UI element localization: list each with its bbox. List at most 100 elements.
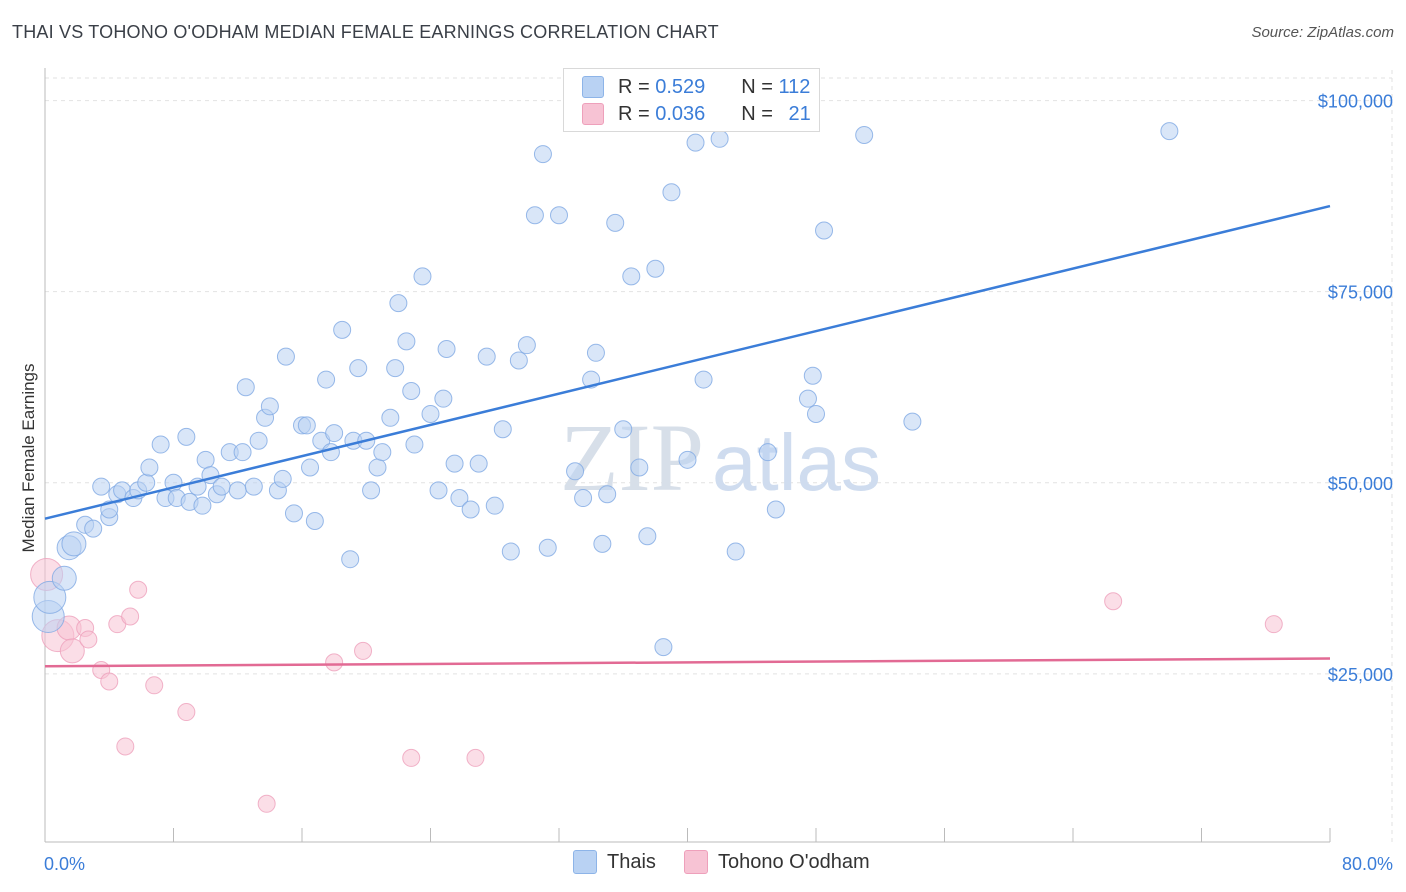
tohono-point <box>1264 615 1283 634</box>
stats-legend: R = 0.529 N = 112 R = 0.036 N = 21 <box>563 68 820 132</box>
tohono-trend-line <box>44 657 1331 668</box>
legend-r-value: 0.529 <box>655 75 706 98</box>
legend-n-value: 21 <box>788 102 811 125</box>
thais-point <box>598 485 617 504</box>
tohono-point <box>59 638 85 664</box>
thais-point <box>249 431 268 450</box>
axes <box>44 68 1331 843</box>
source-label: Source: ZipAtlas.com <box>1251 24 1394 41</box>
tohono-point <box>79 630 98 649</box>
thais-point <box>509 351 528 370</box>
thais-point <box>469 454 488 473</box>
thais-point <box>574 489 593 508</box>
thais-point <box>193 496 212 515</box>
thais-point <box>305 511 324 530</box>
thais-point <box>362 481 381 500</box>
tohono-point <box>354 641 373 660</box>
legend-n-label: N = <box>741 75 773 98</box>
thais-point <box>434 389 453 408</box>
x-tick-label-min: 0.0% <box>44 854 85 874</box>
thais-point <box>1160 122 1179 141</box>
thais-point <box>766 500 785 519</box>
series-tohono-points <box>30 557 1283 813</box>
thais-point <box>550 206 568 225</box>
legend-label-thais: Thais <box>607 850 656 873</box>
thais-point <box>397 332 416 351</box>
thais-point <box>538 538 557 557</box>
thais-point <box>566 462 585 481</box>
thais-point <box>405 435 424 454</box>
chart-title: THAI VS TOHONO O'ODHAM MEDIAN FEMALE EAR… <box>12 22 719 42</box>
tohono-point <box>100 672 119 691</box>
thais-point <box>803 366 822 385</box>
thais-point <box>317 370 336 389</box>
tohono-point <box>177 703 196 722</box>
tohono-point <box>116 737 135 756</box>
thais-point <box>710 129 729 148</box>
series-thais-points <box>31 122 1179 657</box>
thais-point <box>662 183 681 202</box>
thais-point <box>368 458 387 477</box>
thais-point <box>301 458 320 477</box>
thais-point <box>333 320 352 339</box>
legend-item-thais: Thais <box>573 850 656 874</box>
thais-point <box>325 424 344 443</box>
legend-r-value: 0.036 <box>655 102 706 125</box>
thais-point <box>233 443 252 462</box>
thais-point <box>815 221 834 240</box>
thais-point <box>386 359 405 378</box>
tohono-point <box>402 748 421 767</box>
thais-point <box>341 550 360 569</box>
thais-point <box>437 339 456 358</box>
thais-point <box>694 370 713 389</box>
thais-point <box>381 408 400 427</box>
thais-point <box>177 427 196 446</box>
thais-point <box>686 133 705 152</box>
thais-point <box>151 435 170 454</box>
legend-item-tohono: Tohono O'odham <box>684 850 870 874</box>
thais-point <box>445 454 464 473</box>
thais-point <box>284 504 303 523</box>
gridlines <box>45 70 1393 842</box>
legend-n-value: 112 <box>778 75 811 98</box>
tohono-point <box>257 794 276 813</box>
y-tick-label: $50,000 <box>1328 474 1393 494</box>
thais-point <box>244 477 263 496</box>
thais-point <box>798 389 817 408</box>
thais-point <box>807 404 825 423</box>
thais-point <box>51 565 77 591</box>
thais-point <box>638 527 657 546</box>
y-tick-labels: $25,000 $50,000 $75,000 $100,000 <box>1318 92 1393 685</box>
x-tick-label-max: 80.0% <box>1342 854 1393 874</box>
thais-point <box>461 500 480 519</box>
legend-r-label: R = <box>618 75 650 98</box>
thais-point <box>212 477 231 496</box>
thais-point <box>493 420 512 439</box>
tohono-point <box>325 653 344 672</box>
thais-point <box>297 416 316 435</box>
thais-trend-line <box>44 204 1331 520</box>
y-tick-label: $100,000 <box>1318 92 1393 112</box>
thais-point <box>260 397 279 416</box>
thais-point <box>485 496 504 515</box>
thais-point <box>525 206 544 225</box>
thais-point <box>726 542 745 561</box>
thais-point <box>421 404 440 423</box>
tohono-point <box>129 580 148 599</box>
thais-point <box>413 267 432 286</box>
legend-swatch-thais <box>573 850 597 874</box>
thais-point <box>228 481 247 500</box>
legend-row-thais: R = 0.529 N = 112 <box>582 75 810 99</box>
y-tick-label: $25,000 <box>1328 665 1393 685</box>
thais-point <box>646 259 665 278</box>
thais-point <box>533 145 552 164</box>
tohono-point <box>121 607 140 626</box>
thais-point <box>84 519 103 538</box>
legend-swatch-tohono <box>684 850 708 874</box>
watermark-atlas: atlas <box>712 418 881 507</box>
thais-point <box>92 477 111 496</box>
legend-swatch-thais <box>582 76 604 98</box>
thais-point <box>903 412 922 431</box>
tohono-point <box>1104 592 1123 611</box>
